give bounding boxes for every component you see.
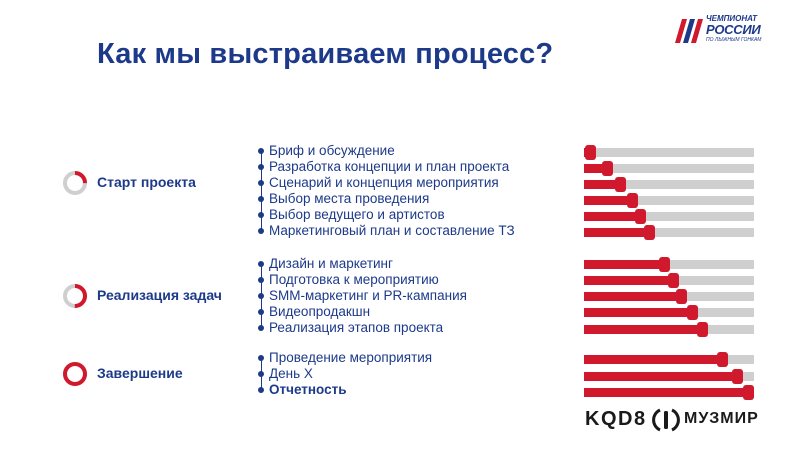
list-item-text: SMM-маркетинг и PR-кампания: [269, 288, 467, 303]
progress-bar: [584, 161, 754, 176]
bullet-dot-icon: [258, 325, 264, 331]
list-item-text: Дизайн и маркетинг: [269, 256, 393, 271]
list-item-text: Отчетность: [269, 382, 347, 397]
progress-ring-icon: [63, 171, 87, 195]
progress-fill: [584, 372, 740, 381]
progress-bar: [584, 369, 754, 384]
list-item-text: Сценарий и концепция мероприятия: [269, 175, 499, 190]
progress-bar: [584, 305, 754, 320]
progress-handle: [743, 385, 754, 400]
list-item-text: Разработка концепции и план проекта: [269, 159, 510, 174]
progress-handle: [659, 257, 670, 272]
section-label: Старт проекта: [97, 174, 196, 190]
list-item-text: Выбор ведущего и артистов: [269, 207, 445, 222]
bullet-dot-icon: [258, 371, 264, 377]
bullet-dot-icon: [258, 277, 264, 283]
progress-bar: [584, 193, 754, 208]
bullet-dot-icon: [258, 180, 264, 186]
progress-handle: [676, 289, 687, 304]
progress-fill: [584, 355, 725, 364]
progress-bar: [584, 385, 754, 400]
progress-handle: [615, 177, 626, 192]
brand-muzmir-logo: МУЗМИР: [684, 410, 759, 427]
logo-line-2: РОССИИ: [706, 22, 761, 37]
progress-bar: [584, 352, 754, 367]
ski-stripes-icon: [675, 19, 703, 43]
page-title: Как мы выстраиваем процесс?: [97, 38, 554, 70]
bullet-dot-icon: [258, 196, 264, 202]
progress-fill: [584, 276, 676, 285]
progress-bar: [584, 257, 754, 272]
progress-track: [584, 228, 754, 237]
progress-track: [584, 148, 754, 157]
progress-track: [584, 196, 754, 205]
progress-fill: [584, 308, 695, 317]
list-item-text: Проведение мероприятия: [269, 350, 433, 365]
bullet-dot-icon: [258, 212, 264, 218]
bullet-dot-icon: [258, 228, 264, 234]
progress-bar: [584, 225, 754, 240]
logo-line-3: ПО ЛЫЖНЫМ ГОНКАМ: [706, 37, 762, 43]
list-item-text: Видеопродакшн: [269, 304, 371, 319]
progress-handle: [627, 193, 638, 208]
progress-track: [584, 164, 754, 173]
muzmir-icon: [652, 408, 680, 432]
section-label: Завершение: [97, 365, 183, 381]
progress-fill: [584, 196, 635, 205]
progress-ring-icon: [63, 284, 87, 308]
list-item-text: Маркетинговый план и составление ТЗ: [269, 223, 515, 238]
section-label: Реализация задач: [97, 287, 222, 303]
logo-line-1: ЧЕМПИОНАТ: [706, 14, 758, 23]
progress-handle: [635, 209, 646, 224]
progress-fill: [584, 212, 643, 221]
progress-fill: [584, 388, 754, 397]
progress-bar: [584, 289, 754, 304]
progress-fill: [584, 228, 652, 237]
progress-bar: [584, 273, 754, 288]
list-item-text: Реализация этапов проекта: [269, 320, 444, 335]
progress-bar: [584, 177, 754, 192]
list-item-text: Бриф и обсуждение: [269, 143, 395, 158]
list-item-text: День Х: [269, 366, 313, 381]
progress-handle: [602, 161, 613, 176]
progress-fill: [584, 164, 610, 173]
brand-kqd8-logo: KQD8: [585, 408, 647, 430]
progress-track: [584, 212, 754, 221]
bullet-dot-icon: [258, 309, 264, 315]
progress-track: [584, 180, 754, 189]
list-item-text: Подготовка к мероприятию: [269, 272, 439, 287]
progress-ring-icon: [63, 362, 87, 386]
progress-handle: [668, 273, 679, 288]
progress-bar: [584, 145, 754, 160]
bullet-dot-icon: [258, 355, 264, 361]
bullet-dot-icon: [258, 261, 264, 267]
task-list: Бриф и обсуждение Разработка концепции и …: [258, 0, 578, 454]
progress-bar: [584, 322, 754, 337]
championship-logo: ЧЕМПИОНАТ РОССИИ ПО ЛЫЖНЫМ ГОНКАМ: [672, 14, 762, 48]
progress-handle: [644, 225, 655, 240]
bullet-dot-icon: [258, 387, 264, 393]
progress-fill: [584, 292, 684, 301]
list-item-text: Выбор места проведения: [269, 191, 430, 206]
progress-fill: [584, 180, 623, 189]
progress-handle: [697, 322, 708, 337]
bullet-dot-icon: [258, 164, 264, 170]
progress-fill: [584, 260, 667, 269]
timeline-line-1: [261, 150, 263, 232]
progress-fill: [584, 325, 705, 334]
progress-handle: [687, 305, 698, 320]
progress-handle: [732, 369, 743, 384]
progress-bar: [584, 209, 754, 224]
bullet-dot-icon: [258, 293, 264, 299]
progress-handle: [585, 145, 596, 160]
progress-handle: [717, 352, 728, 367]
bullet-dot-icon: [258, 148, 264, 154]
